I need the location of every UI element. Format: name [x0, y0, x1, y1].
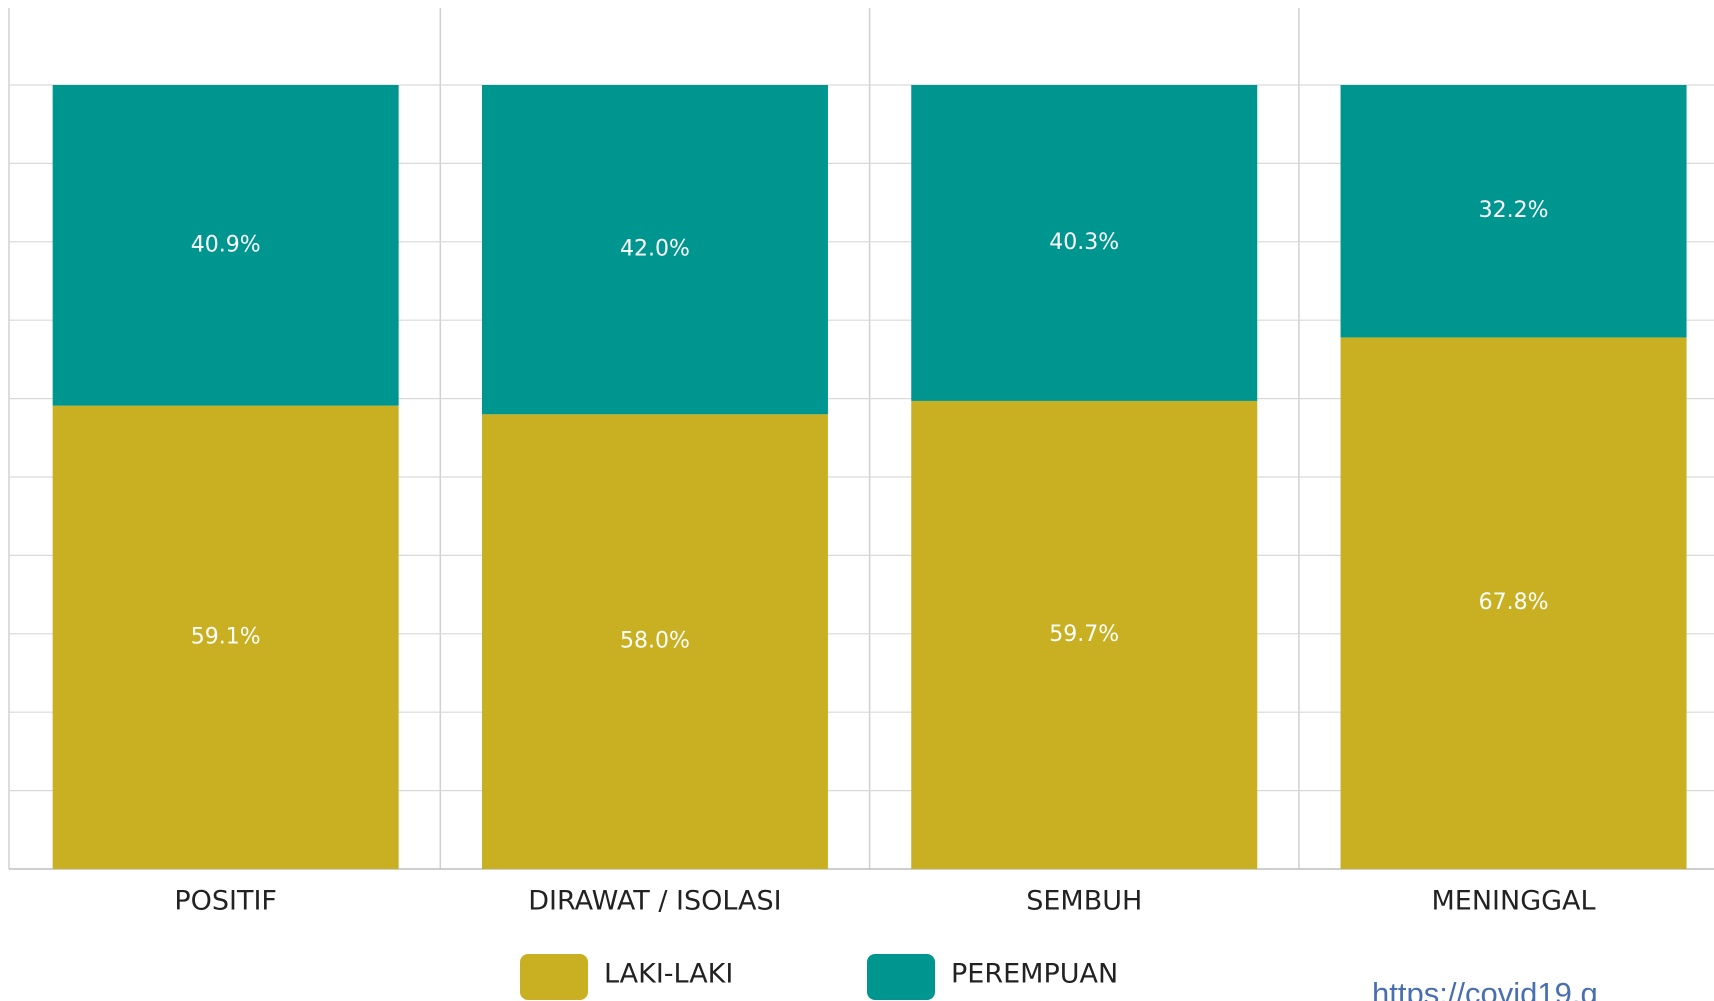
data-label: 67.8%: [1479, 590, 1549, 615]
bar-segment: [911, 400, 1258, 869]
source-link[interactable]: https://covid19.g: [1372, 976, 1598, 1001]
bar-segment: [481, 414, 828, 869]
bar-segment: [52, 85, 399, 406]
bar-segment: [481, 85, 828, 415]
data-label: 40.9%: [191, 232, 261, 257]
data-label: 42.0%: [620, 237, 690, 262]
x-tick-label: SEMBUH: [1026, 886, 1142, 917]
legend-swatch: [867, 954, 935, 1000]
data-label: 40.3%: [1049, 230, 1119, 255]
legend-label: LAKI-LAKI: [604, 959, 733, 990]
x-tick-label: POSITIF: [174, 886, 277, 917]
bar-segment: [911, 85, 1258, 401]
bar-segment: [52, 405, 399, 869]
bar-segment: [1340, 85, 1687, 338]
legend-label: PEREMPUAN: [951, 959, 1118, 990]
data-label: 59.1%: [191, 624, 261, 649]
data-label: 59.7%: [1049, 622, 1119, 647]
x-tick-label: DIRAWAT / ISOLASI: [528, 886, 781, 917]
data-label: 58.0%: [620, 629, 690, 654]
x-tick-label: MENINGGAL: [1432, 886, 1596, 917]
data-label: 32.2%: [1479, 198, 1549, 223]
bar-segment: [1340, 337, 1687, 869]
legend-swatch: [520, 954, 588, 1000]
